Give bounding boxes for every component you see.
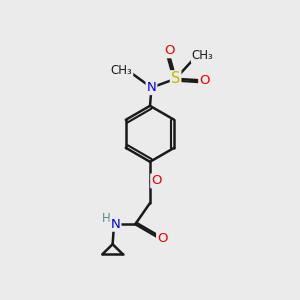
Text: H: H [102,212,111,225]
Text: O: O [157,232,168,244]
Text: S: S [171,71,180,86]
Text: O: O [199,74,210,87]
Text: O: O [164,44,174,57]
Text: O: O [151,174,162,188]
Text: N: N [111,218,120,231]
Text: CH₃: CH₃ [192,49,214,62]
Text: N: N [147,81,156,94]
Text: CH₃: CH₃ [111,64,132,77]
